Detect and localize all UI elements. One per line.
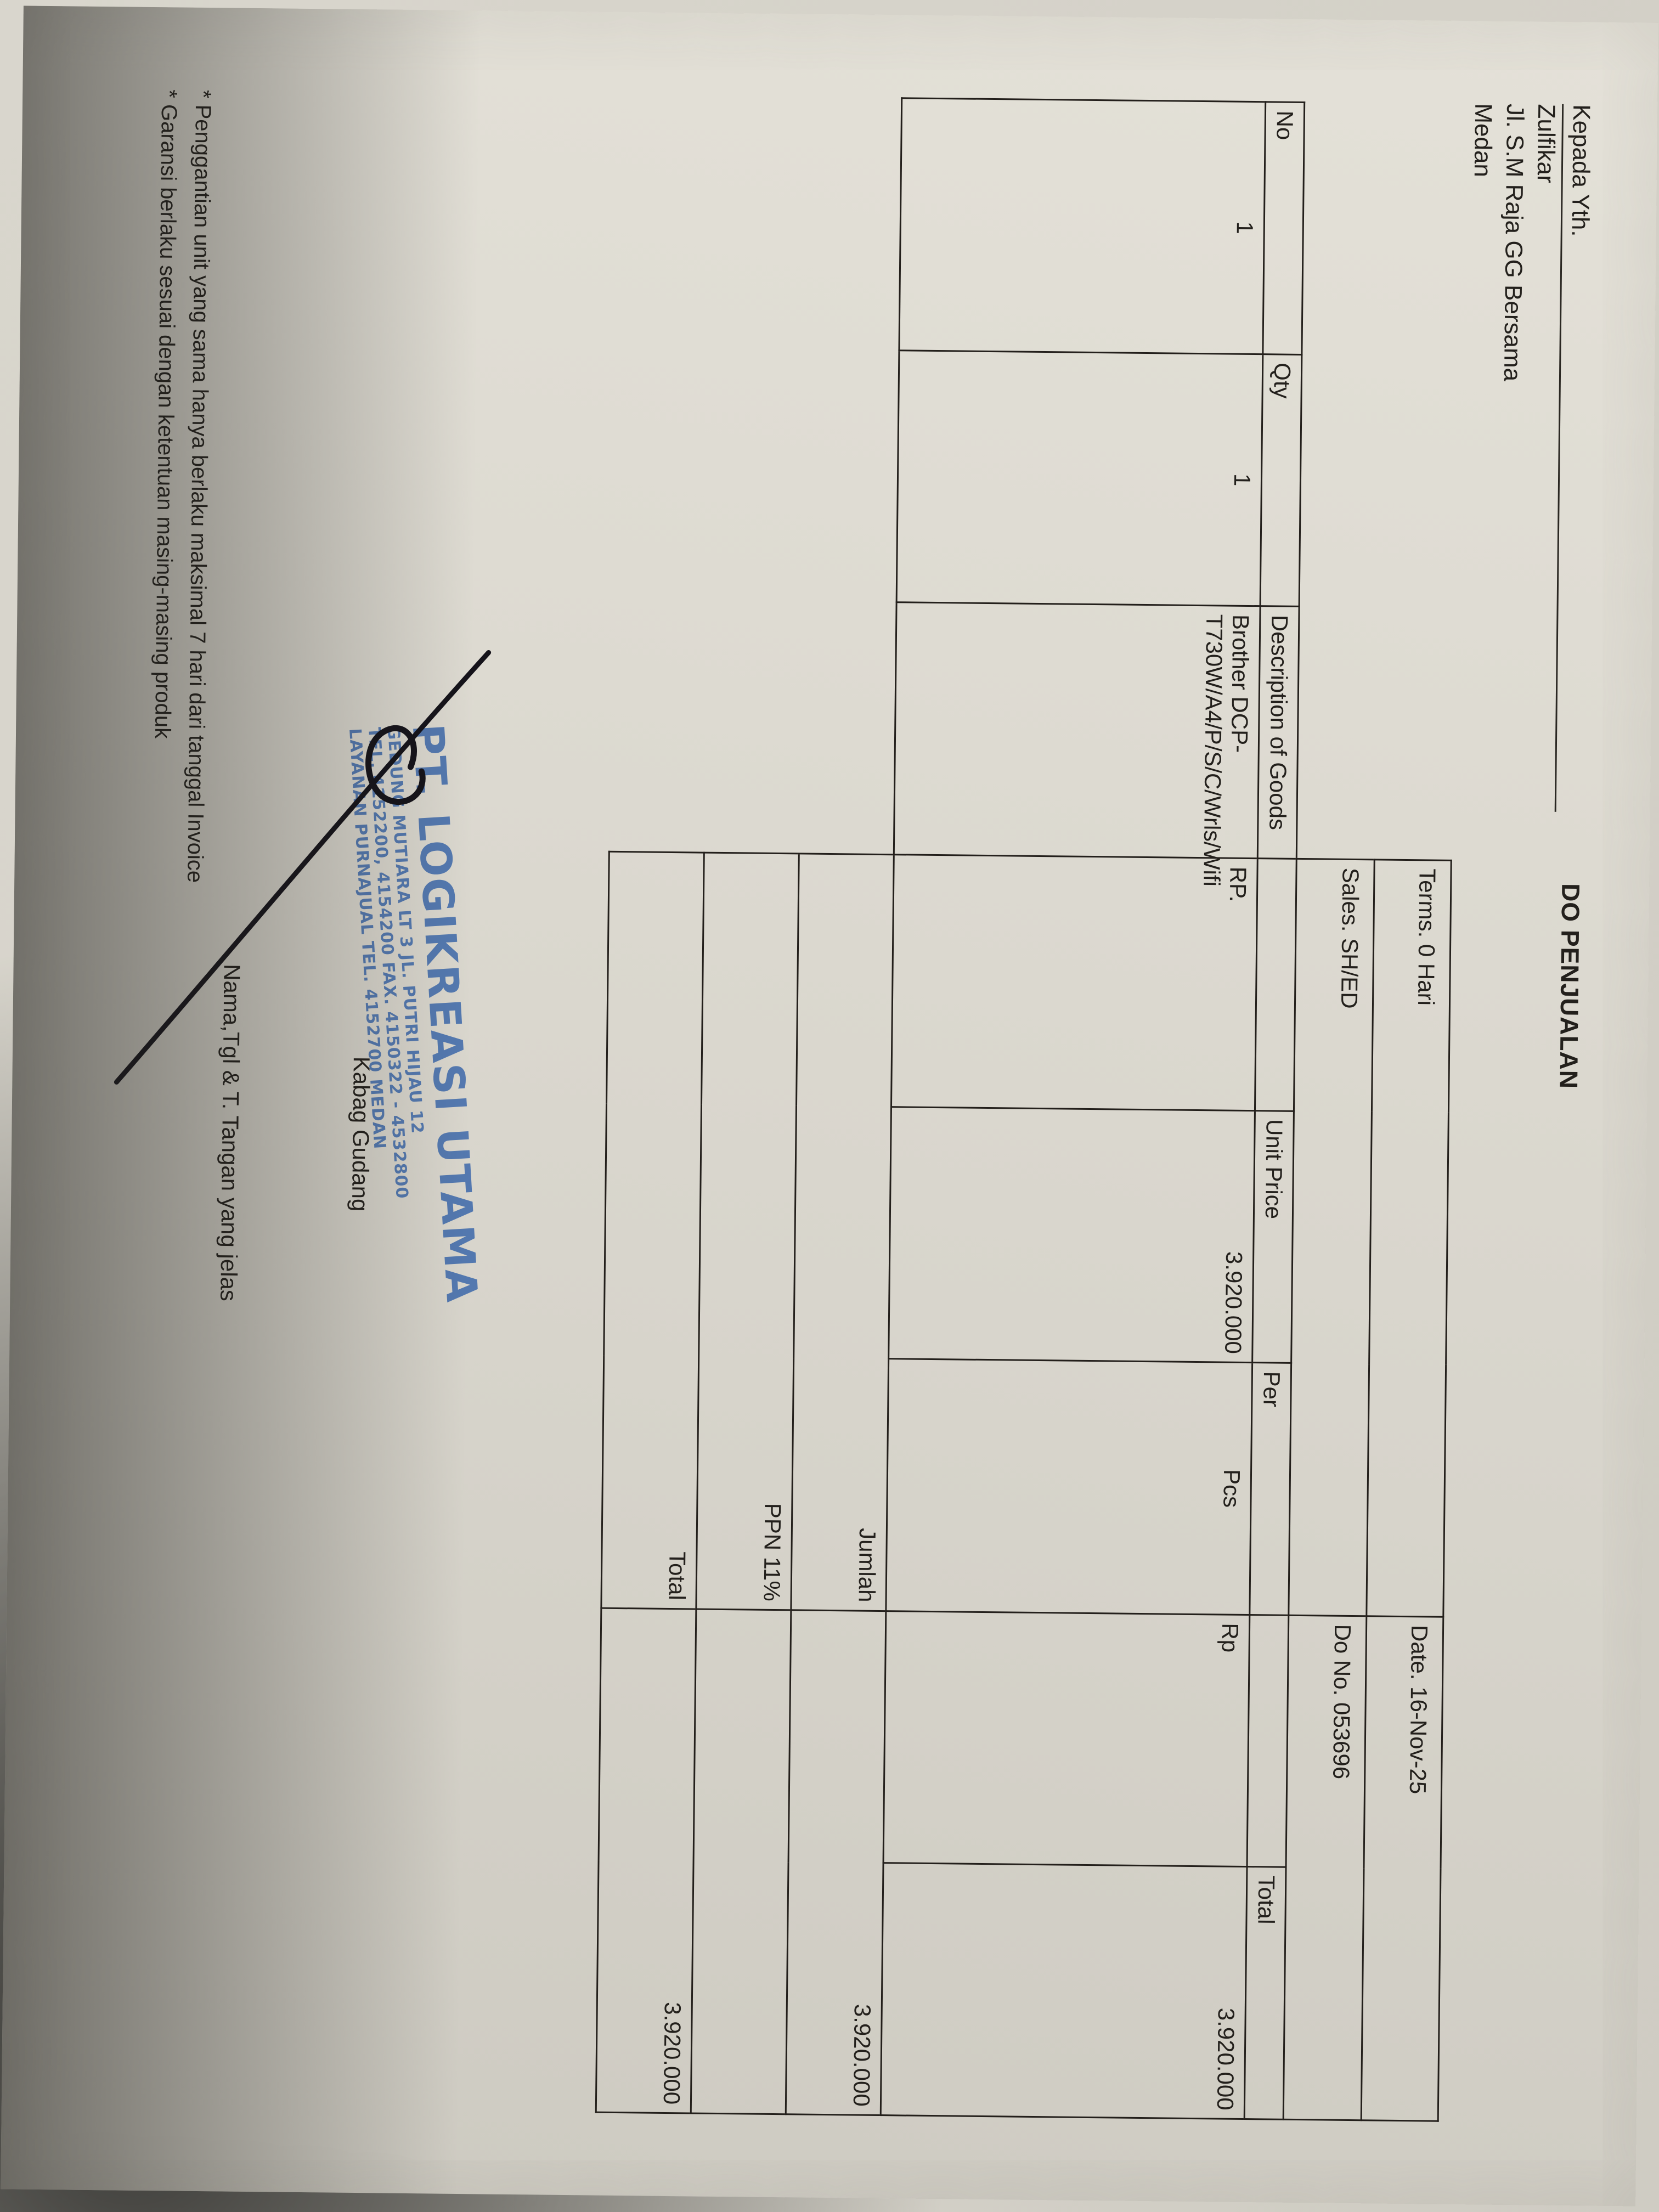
col-header-unitprice: Unit Price xyxy=(1252,1110,1294,1363)
date-cell: Date. 16-Nov-25 xyxy=(1361,1616,1443,2121)
cell-no: 1 xyxy=(899,98,1266,354)
cell-rp2: Rp xyxy=(883,1611,1250,1867)
cell-total: 3.920.000 xyxy=(881,1863,1248,2119)
terms-cell: Terms. 0 Hari xyxy=(1366,859,1452,1617)
terms-value: 0 Hari xyxy=(1413,944,1440,1006)
do-no-value: 053696 xyxy=(1328,1702,1355,1780)
recipient-label: Kepada Yth. xyxy=(1554,104,1598,812)
date-label: Date. xyxy=(1406,1624,1433,1680)
summary-value-ppn xyxy=(691,1609,792,2114)
stamp-line2: GEDUNG MUTIARA LT 3 JL. PUTRI HIJAU 12 xyxy=(383,725,427,1135)
date-value: 16-Nov-25 xyxy=(1404,1686,1432,1795)
cell-unitprice: 3.920.000 xyxy=(889,1107,1255,1363)
sales-cell: Sales. SH/ED xyxy=(1289,859,1375,1616)
page-title: DO PENJUALAN xyxy=(1554,883,1585,1090)
col-header-no: No xyxy=(1263,101,1305,355)
cell-rp: RP. xyxy=(891,854,1258,1111)
col-header-per: Per xyxy=(1250,1362,1292,1616)
col-header-total: Total xyxy=(1244,1866,1286,2120)
summary-label-ppn: PPN 11% xyxy=(696,852,799,1610)
do-no-label: Do No. xyxy=(1329,1624,1356,1696)
footer-area: PT. LOGIKREASI UTAMA GEDUNG MUTIARA LT 3… xyxy=(114,89,492,2111)
sales-label: Sales. xyxy=(1337,867,1364,932)
col-header-rp2 xyxy=(1247,1615,1289,1867)
signature-caption: Nama,Tgl & T. Tangan yang jelas xyxy=(216,963,245,1302)
col-header-rp xyxy=(1255,858,1297,1111)
stamp-company: PT. LOGIKREASI UTAMA xyxy=(402,723,487,1305)
col-header-desc: Description of Goods xyxy=(1257,606,1300,859)
rotated-page-wrapper: DO PENJUALAN Kepada Yth. Zulfikar Jl. S.… xyxy=(1,5,1658,2207)
items-table: Terms. 0 Hari Date. 16-Nov-25 Sales. SH/… xyxy=(595,94,1460,2122)
cell-qty: 1 xyxy=(896,350,1263,606)
summary-value-total: 3.920.000 xyxy=(596,1607,697,2113)
summary-label-total: Total xyxy=(601,851,704,1609)
footer-notes: * Penggantian unit yang sama hanya berla… xyxy=(144,89,220,883)
terms-label: Terms. xyxy=(1414,868,1441,938)
summary-value-jumlah: 3.920.000 xyxy=(786,1610,887,2115)
table-row: 1 1 Brother DCP-T730W/A4/P/S/C/Wrls/Wifi… xyxy=(881,98,1266,2119)
do-no-cell: Do No. 053696 xyxy=(1283,1615,1367,2120)
signature-role: Kabag Gudang xyxy=(347,1056,375,1212)
recipient-block: Kepada Yth. Zulfikar Jl. S.M Raja GG Ber… xyxy=(1460,103,1598,812)
col-header-qty: Qty xyxy=(1260,354,1302,607)
cell-desc: Brother DCP-T730W/A4/P/S/C/Wrls/Wifi xyxy=(894,602,1261,887)
document-body: DO PENJUALAN Kepada Yth. Zulfikar Jl. S.… xyxy=(62,89,1598,2124)
cell-per: Pcs xyxy=(886,1358,1253,1615)
sales-value: SH/ED xyxy=(1336,938,1363,1009)
summary-label-jumlah: Jumlah xyxy=(791,853,894,1611)
signature-block: Kabag Gudang Nama,Tgl & T. Tangan yang j… xyxy=(213,721,379,1545)
